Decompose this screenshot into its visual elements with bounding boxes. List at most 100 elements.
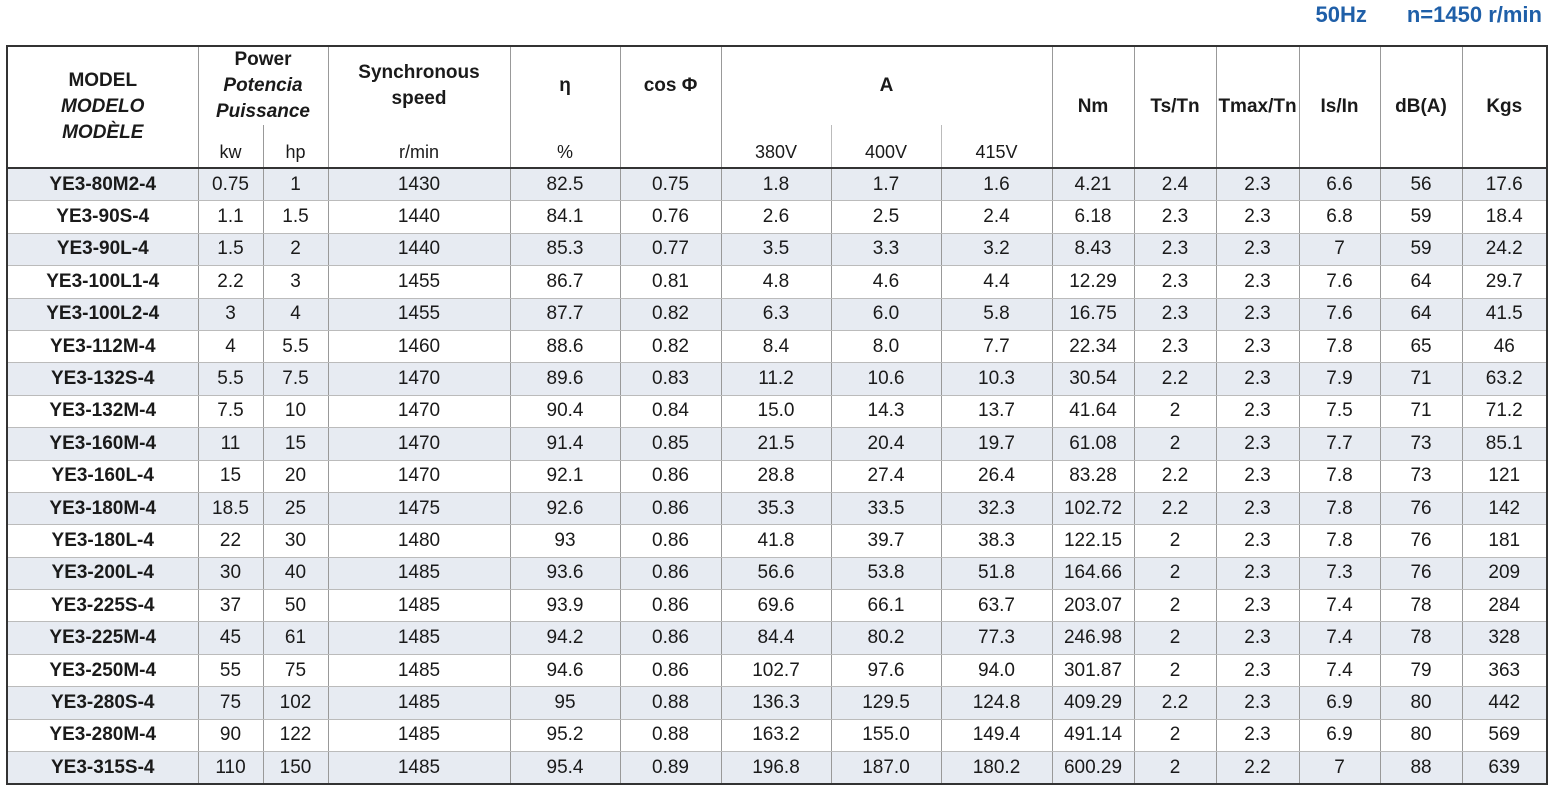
value-cell: 301.87 xyxy=(1051,654,1135,688)
table-row: YE3-80M2-4 0.75 1 1430 82.5 0.75 1.8 1.7 1.6 4.21… xyxy=(6,168,1548,202)
value-cell: 2.3 xyxy=(1215,265,1300,299)
frequency: 50Hz xyxy=(1315,2,1367,27)
model-cell: YE3-200L-4 xyxy=(6,557,199,591)
value-cell: 5.8 xyxy=(940,298,1053,331)
value-cell: 92.1 xyxy=(509,460,621,493)
label: MODELO xyxy=(61,96,145,117)
value-cell: 639 xyxy=(1461,751,1548,785)
value-cell: 2.2 xyxy=(1133,460,1217,493)
value-cell: 124.8 xyxy=(940,686,1053,720)
value-cell: 0.86 xyxy=(619,621,722,655)
value-cell: 2.3 xyxy=(1215,427,1300,461)
value-cell: 491.14 xyxy=(1051,719,1135,753)
value-cell: 2 xyxy=(1133,621,1217,655)
value-cell: 7.8 xyxy=(1298,460,1381,493)
speed-header: Synchronous speed xyxy=(327,46,511,125)
value-cell: 3 xyxy=(262,265,329,299)
value-cell: 25 xyxy=(262,492,329,526)
table-body: YE3-80M2-4 0.75 1 1430 82.5 0.75 1.8 1.7 1.6 4.21… xyxy=(6,168,1548,785)
table-row: YE3-180M-4 18.5 25 1475 92.6 0.86 35.3 33.5 32.3… xyxy=(6,492,1548,526)
value-cell: 2.3 xyxy=(1133,233,1217,267)
value-cell: 1.1 xyxy=(197,200,264,234)
unit: % xyxy=(509,125,621,169)
value-cell: 2.3 xyxy=(1215,492,1300,526)
value-cell: 2.3 xyxy=(1215,524,1300,558)
value-cell: 0.82 xyxy=(619,330,722,364)
table-row: YE3-250M-4 55 75 1485 94.6 0.86 102.7 97.6 94.0 3… xyxy=(6,654,1548,688)
value-cell: 0.86 xyxy=(619,460,722,493)
value-cell: 136.3 xyxy=(720,686,832,720)
value-cell: 85.1 xyxy=(1461,427,1548,461)
value-cell: 20 xyxy=(262,460,329,493)
value-cell: 65 xyxy=(1379,330,1463,364)
value-cell: 94.2 xyxy=(509,621,621,655)
table-row: YE3-160L-4 15 20 1470 92.1 0.86 28.8 27.4 26.4 83… xyxy=(6,460,1548,493)
value-cell: 0.88 xyxy=(619,719,722,753)
value-cell: 1485 xyxy=(327,751,511,785)
value-cell: 1.8 xyxy=(720,168,832,202)
value-cell: 129.5 xyxy=(830,686,942,720)
value-cell: 33.5 xyxy=(830,492,942,526)
value-cell: 7.9 xyxy=(1298,362,1381,396)
value-cell: 6.9 xyxy=(1298,719,1381,753)
value-cell: 93 xyxy=(509,524,621,558)
value-cell: 15.0 xyxy=(720,395,832,429)
value-cell: 22.34 xyxy=(1051,330,1135,364)
value-cell: 6.18 xyxy=(1051,200,1135,234)
value-cell: 32.3 xyxy=(940,492,1053,526)
value-cell: 2.2 xyxy=(1133,362,1217,396)
is-header: Is/In xyxy=(1298,46,1381,169)
table-row: YE3-132M-4 7.5 10 1470 90.4 0.84 15.0 14.3 13.7 4… xyxy=(6,395,1548,429)
value-cell: 2.3 xyxy=(1215,557,1300,591)
value-cell: 203.07 xyxy=(1051,589,1135,623)
value-cell: 2.3 xyxy=(1215,589,1300,623)
model-cell: YE3-100L2-4 xyxy=(6,298,199,331)
value-cell: 7.7 xyxy=(940,330,1053,364)
value-cell: 209 xyxy=(1461,557,1548,591)
table-row: YE3-132S-4 5.5 7.5 1470 89.6 0.83 11.2 10.6 10.3… xyxy=(6,362,1548,396)
value-cell: 2.6 xyxy=(720,200,832,234)
value-cell: 95.2 xyxy=(509,719,621,753)
value-cell: 5.5 xyxy=(197,362,264,396)
value-cell: 181 xyxy=(1461,524,1548,558)
value-cell: 8.4 xyxy=(720,330,832,364)
current-header: A xyxy=(720,46,1053,125)
value-cell: 78 xyxy=(1379,589,1463,623)
value-cell: 122 xyxy=(262,719,329,753)
value-cell: 63.7 xyxy=(940,589,1053,623)
value-cell: 86.7 xyxy=(509,265,621,299)
value-cell: 1485 xyxy=(327,686,511,720)
value-cell: 7.8 xyxy=(1298,524,1381,558)
value-cell: 2.5 xyxy=(830,200,942,234)
value-cell: 196.8 xyxy=(720,751,832,785)
model-cell: YE3-90S-4 xyxy=(6,200,199,234)
value-cell: 164.66 xyxy=(1051,557,1135,591)
value-cell: 0.83 xyxy=(619,362,722,396)
value-cell: 10.6 xyxy=(830,362,942,396)
value-cell: 150 xyxy=(262,751,329,785)
value-cell: 6.9 xyxy=(1298,686,1381,720)
value-cell: 4 xyxy=(197,330,264,364)
value-cell: 71 xyxy=(1379,395,1463,429)
pf-header: cos Φ xyxy=(619,46,722,125)
value-cell: 12.29 xyxy=(1051,265,1135,299)
value-cell: 41.64 xyxy=(1051,395,1135,429)
value-cell: 76 xyxy=(1379,557,1463,591)
value-cell: 1470 xyxy=(327,395,511,429)
value-cell: 41.5 xyxy=(1461,298,1548,331)
value-cell: 7.5 xyxy=(262,362,329,396)
value-cell: 1470 xyxy=(327,427,511,461)
tmax-header: Tmax/Tn xyxy=(1215,46,1300,169)
value-cell: 2 xyxy=(1133,524,1217,558)
value-cell: 46 xyxy=(1461,330,1548,364)
value-cell: 1485 xyxy=(327,719,511,753)
value-cell: 0.82 xyxy=(619,298,722,331)
value-cell: 2.3 xyxy=(1215,719,1300,753)
model-cell: YE3-160M-4 xyxy=(6,427,199,461)
value-cell: 15 xyxy=(197,460,264,493)
table-row: YE3-100L2-4 3 4 1455 87.7 0.82 6.3 6.0 5.8 16.75 2… xyxy=(6,298,1548,331)
table-row: YE3-90S-4 1.1 1.5 1440 84.1 0.76 2.6 2.5 2.4 6.18… xyxy=(6,200,1548,234)
value-cell: 6.6 xyxy=(1298,168,1381,202)
value-cell: 30 xyxy=(197,557,264,591)
value-cell: 84.1 xyxy=(509,200,621,234)
